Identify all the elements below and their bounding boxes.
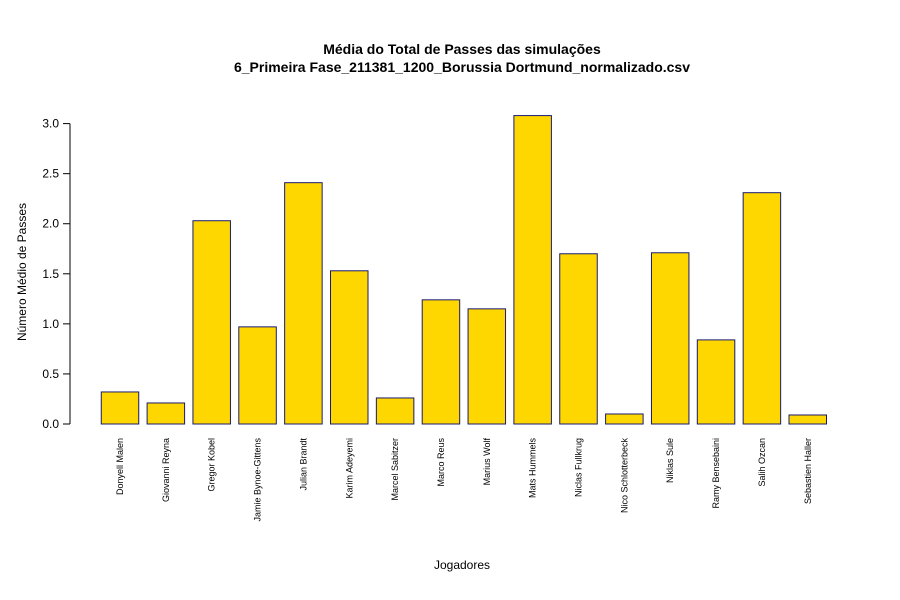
y-tick-label: 2.0 <box>42 217 59 231</box>
y-axis: 0.0 0.5 1.0 1.5 2.0 2.5 3.0 <box>42 117 71 431</box>
x-tick-label: Ramy Bensebaini <box>711 438 721 509</box>
bar-salih-ozcan <box>742 192 782 425</box>
bar-mats-hummels <box>513 115 552 425</box>
x-axis-labels: Donyell Malen Giovanni Reyna Gregor Kobel J… <box>115 438 813 522</box>
bar-niklas-sule <box>650 252 690 425</box>
x-tick-label: Giovanni Reyna <box>161 438 171 502</box>
x-tick-label: Mats Hummels <box>528 438 538 499</box>
bar-jamie-bynoe-gittens <box>238 326 277 425</box>
y-tick-label: 3.0 <box>42 117 59 131</box>
bar-marius-wolf <box>467 308 507 425</box>
bar-julian-brandt <box>284 182 323 425</box>
x-tick-label: Marco Reus <box>436 438 446 487</box>
x-tick-label: Niklas Sule <box>665 438 675 483</box>
bars-group <box>100 115 827 425</box>
y-tick-label: 0.5 <box>42 367 59 381</box>
x-tick-label: Karim Adeyemi <box>344 438 354 499</box>
x-tick-label: Julian Brandt <box>298 438 308 491</box>
x-tick-label: Sebastien Haller <box>803 438 813 504</box>
x-tick-label: Marcel Sabitzer <box>390 438 400 501</box>
bar-karim-adeyemi <box>330 270 369 425</box>
x-tick-label: Niclas Fullkrug <box>574 438 584 497</box>
bar-gregor-kobel <box>192 220 231 425</box>
bar-ramy-bensebaini <box>696 339 736 425</box>
bar-niclas-fullkrug <box>559 253 598 425</box>
x-tick-label: Jamie Bynoe-Gittens <box>253 438 263 522</box>
bar-marcel-sabitzer <box>375 397 415 425</box>
x-axis-title: Jogadores <box>434 558 490 572</box>
y-tick-label: 1.5 <box>42 267 59 281</box>
bar-nico-schlotterbeck <box>605 413 644 425</box>
x-tick-label: Gregor Kobel <box>207 438 217 492</box>
x-tick-label: Marius Wolf <box>482 438 492 486</box>
x-tick-label: Nico Schlotterbeck <box>619 438 629 514</box>
chart-title: Média do Total de Passes das simulações <box>323 41 601 57</box>
chart-subtitle: 6_Primeira Fase_211381_1200_Borussia Dor… <box>234 59 690 75</box>
bar-donyell-malen <box>100 391 140 425</box>
y-axis-title: Número Médio de Passes <box>15 203 29 341</box>
x-tick-label: Salih Ozcan <box>757 438 767 487</box>
y-tick-label: 2.5 <box>42 167 59 181</box>
y-tick-label: 1.0 <box>42 317 59 331</box>
y-tick-label: 0.0 <box>42 417 59 431</box>
bar-giovanni-reyna <box>146 402 186 425</box>
bar-marco-reus <box>421 299 461 425</box>
x-tick-label: Donyell Malen <box>115 438 125 495</box>
bar-sebastien-haller <box>788 414 827 425</box>
